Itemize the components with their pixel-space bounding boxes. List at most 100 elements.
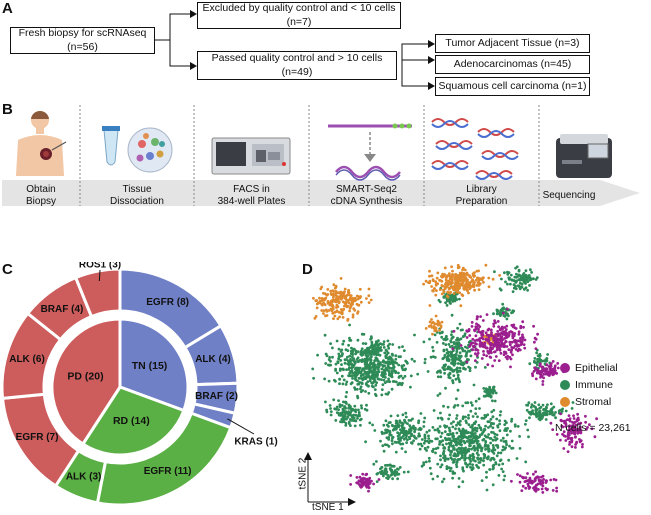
tsne-point (483, 445, 487, 448)
tsne-point (504, 340, 508, 343)
tsne-point (359, 390, 363, 394)
legend-item-epithelial: Epithelial (560, 362, 618, 374)
tsne-point (466, 431, 469, 435)
tsne-point (413, 427, 416, 431)
tsne-point (367, 391, 371, 395)
tsne-point (441, 443, 445, 447)
tsne-point (357, 303, 361, 307)
tsne-point (448, 428, 452, 432)
tsne-point (325, 310, 329, 313)
tsne-point (540, 487, 544, 491)
tsne-point (346, 413, 350, 416)
tsne-cell-count: N cells = 23,261 (555, 422, 631, 434)
tsne-point (528, 412, 532, 416)
tsne-point (351, 377, 354, 380)
tsne-point (452, 447, 455, 451)
tsne-point (332, 283, 336, 287)
tsne-point (343, 361, 347, 365)
tsne-cluster-imm-6 (492, 302, 516, 321)
tsne-point (575, 440, 579, 444)
tsne-point (498, 348, 502, 352)
tsne-point (341, 407, 345, 411)
tsne-point (427, 434, 430, 438)
tsne-point (494, 391, 498, 395)
tsne-point (476, 446, 479, 450)
tsne-point (449, 340, 453, 344)
tsne-point (443, 459, 447, 462)
tsne-point (324, 362, 328, 365)
tsne-point (464, 456, 467, 460)
tsne-point (512, 279, 516, 282)
tsne-point (354, 419, 358, 423)
tsne-point (562, 447, 566, 450)
tsne-point (515, 272, 518, 276)
tsne-point (339, 297, 343, 301)
tsne-point (465, 336, 469, 339)
tsne-point (487, 338, 490, 341)
tsne-point (452, 292, 456, 295)
tsne-point (499, 345, 503, 348)
tsne-point (498, 419, 501, 423)
tsne-point (364, 481, 367, 484)
tsne-point (474, 278, 478, 282)
tsne-point (340, 413, 344, 417)
tsne-point (502, 311, 505, 315)
tsne-point (347, 301, 351, 305)
tsne-point (561, 432, 564, 436)
tsne-point (377, 377, 381, 381)
tsne-point (508, 340, 512, 344)
tsne-point (374, 394, 378, 397)
tsne-point (537, 403, 541, 407)
outer-label-egfr-7: EGFR (7) (16, 432, 59, 443)
tsne-point (482, 350, 485, 353)
tsne-point (493, 359, 497, 362)
tsne-point (335, 306, 338, 309)
tsne-point (422, 425, 426, 428)
tsne-point (356, 360, 360, 363)
tsne-point (456, 263, 460, 267)
tsne-point (432, 287, 436, 291)
tsne-point (574, 435, 577, 439)
tsne-point (513, 326, 517, 330)
tsne-cluster-str-14 (312, 277, 373, 322)
tsne-point (524, 460, 528, 464)
tsne-point (524, 269, 528, 273)
tsne-cluster-imm-0 (311, 323, 427, 407)
tsne-cluster-epi-19 (549, 412, 598, 453)
tsne-point (448, 413, 451, 417)
tsne-point (349, 294, 353, 297)
tsne-point (495, 454, 499, 458)
tsne-point (349, 408, 353, 412)
tsne-point (462, 362, 466, 366)
tsne-point (443, 368, 447, 371)
tsne-point (436, 320, 440, 324)
tsne-point (363, 370, 367, 374)
tsne-point (572, 417, 576, 420)
tsne-point (443, 371, 446, 375)
tsne-point (365, 362, 369, 366)
tsne-point (537, 488, 540, 491)
tsne-point (476, 281, 480, 285)
tsne-point (363, 350, 367, 354)
tsne-point (351, 315, 355, 319)
tube-icon (102, 126, 173, 173)
tsne-point (488, 341, 492, 345)
tsne-point (511, 290, 515, 293)
tsne-point (461, 417, 465, 420)
tsne-point (349, 474, 353, 477)
tsne-point (364, 390, 367, 393)
tsne-point (460, 456, 463, 460)
tsne-point (324, 352, 328, 356)
tsne-point (483, 434, 487, 438)
tsne-point (458, 297, 461, 301)
tsne-point (457, 378, 461, 381)
tsne-point (458, 271, 462, 275)
tsne-point (493, 432, 497, 436)
tsne-point (458, 356, 462, 359)
tsne-point (343, 296, 347, 300)
tsne-point (566, 450, 570, 453)
tsne-point (510, 419, 513, 423)
tsne-point (482, 416, 486, 420)
tsne-point (522, 325, 525, 329)
tsne-point (451, 381, 455, 385)
